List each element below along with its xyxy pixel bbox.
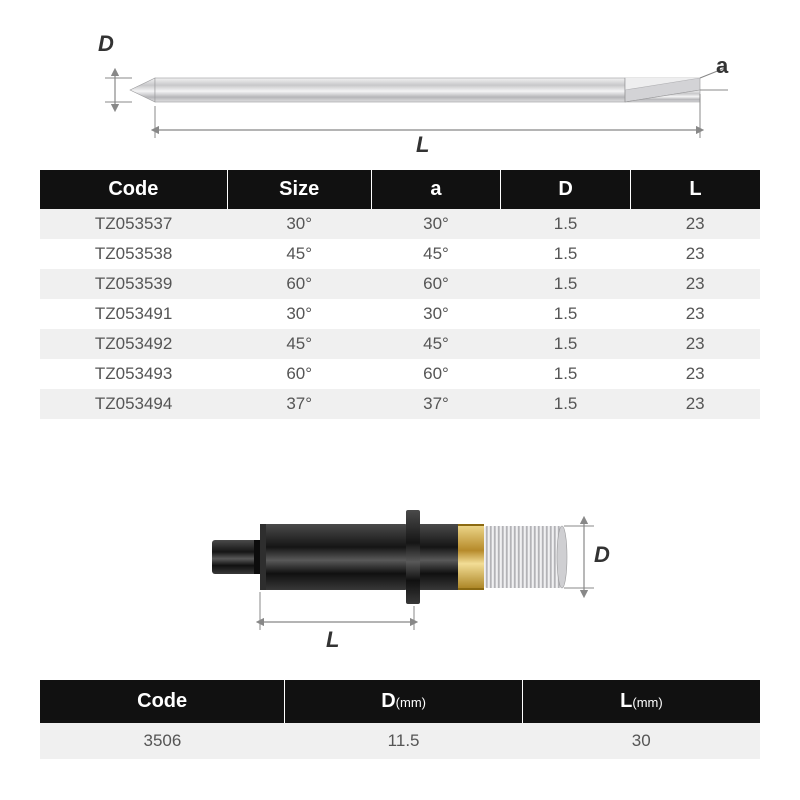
holder-diagram: L D (180, 480, 620, 660)
table-cell: 45° (371, 239, 501, 269)
table-cell: 23 (630, 359, 760, 389)
col-code: Code (40, 680, 285, 723)
holder-spec-table: Code D(mm) L(mm) 350611.530 (40, 680, 760, 759)
blade-spec-table: Code Size a D L TZ05353730°30°1.523TZ053… (40, 170, 760, 419)
table-cell: 23 (630, 239, 760, 269)
table-header-row: Code D(mm) L(mm) (40, 680, 760, 723)
table-cell: 45° (371, 329, 501, 359)
table-cell: 1.5 (501, 389, 631, 419)
table-cell: TZ053538 (40, 239, 227, 269)
table-cell: 23 (630, 299, 760, 329)
table-cell: 1.5 (501, 239, 631, 269)
table-cell: 37° (227, 389, 371, 419)
table-cell: 1.5 (501, 329, 631, 359)
table-row: TZ05349437°37°1.523 (40, 389, 760, 419)
table-cell: 1.5 (501, 299, 631, 329)
table-cell: 45° (227, 329, 371, 359)
table-cell: 60° (371, 269, 501, 299)
col-code: Code (40, 170, 227, 209)
table-cell: 23 (630, 209, 760, 239)
col-a: a (371, 170, 501, 209)
table-cell: 1.5 (501, 269, 631, 299)
table-cell: 23 (630, 329, 760, 359)
table-row: TZ05353730°30°1.523 (40, 209, 760, 239)
table-cell: 30° (227, 209, 371, 239)
table-row: TZ05349245°45°1.523 (40, 329, 760, 359)
table-cell: TZ053539 (40, 269, 227, 299)
table-cell: 30° (371, 209, 501, 239)
holder-label-L: L (326, 627, 339, 653)
table-cell: 30° (227, 299, 371, 329)
table-row: TZ05353960°60°1.523 (40, 269, 760, 299)
table-cell: 60° (227, 269, 371, 299)
col-l: L (630, 170, 760, 209)
blade-label-D: D (98, 31, 114, 57)
table-cell: 11.5 (285, 723, 523, 759)
table-cell: TZ053491 (40, 299, 227, 329)
table-cell: 23 (630, 389, 760, 419)
table-cell: 30 (522, 723, 760, 759)
table-row: TZ05353845°45°1.523 (40, 239, 760, 269)
holder-label-D: D (594, 542, 610, 568)
table-row: 350611.530 (40, 723, 760, 759)
table-cell: 60° (227, 359, 371, 389)
table-cell: 1.5 (501, 359, 631, 389)
table-row: TZ05349130°30°1.523 (40, 299, 760, 329)
col-d: D(mm) (285, 680, 523, 723)
col-d: D (501, 170, 631, 209)
table-cell: TZ053493 (40, 359, 227, 389)
blade-label-a: a (716, 53, 728, 79)
table-row: TZ05349360°60°1.523 (40, 359, 760, 389)
table-cell: 60° (371, 359, 501, 389)
table-cell: 1.5 (501, 209, 631, 239)
table-header-row: Code Size a D L (40, 170, 760, 209)
table-cell: 37° (371, 389, 501, 419)
table-cell: TZ053492 (40, 329, 227, 359)
blade-label-L: L (416, 132, 429, 158)
table-cell: 3506 (40, 723, 285, 759)
blade-diagram: D L a (60, 20, 740, 160)
table-cell: TZ053537 (40, 209, 227, 239)
table-cell: 23 (630, 269, 760, 299)
table-cell: TZ053494 (40, 389, 227, 419)
table-cell: 30° (371, 299, 501, 329)
col-size: Size (227, 170, 371, 209)
col-l: L(mm) (522, 680, 760, 723)
table-cell: 45° (227, 239, 371, 269)
